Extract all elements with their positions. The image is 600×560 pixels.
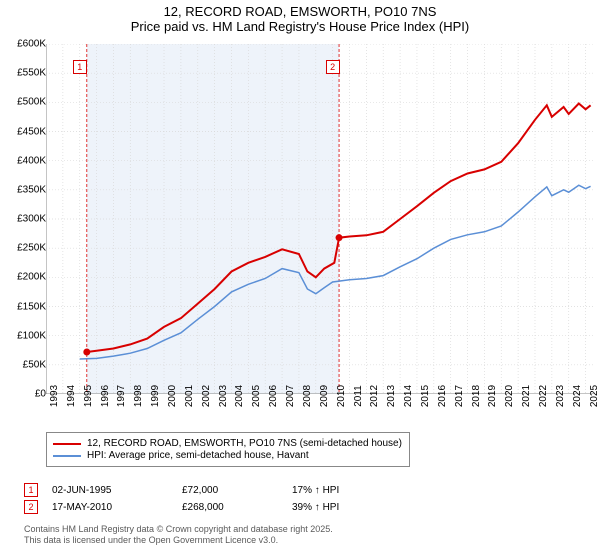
- line-chart: [46, 44, 594, 394]
- title-line-2: Price paid vs. HM Land Registry's House …: [0, 19, 600, 34]
- title-line-1: 12, RECORD ROAD, EMSWORTH, PO10 7NS: [0, 4, 600, 19]
- sale-price: £268,000: [182, 502, 292, 513]
- y-tick-label: £550K: [6, 68, 46, 79]
- sale-marker-icon: 1: [24, 483, 38, 497]
- x-tick-label: 2002: [201, 385, 212, 407]
- legend-swatch: [53, 455, 81, 457]
- sale-pct: 17% ↑ HPI: [292, 485, 392, 496]
- footer-line-2: This data is licensed under the Open Gov…: [24, 535, 333, 546]
- x-tick-label: 2010: [336, 385, 347, 407]
- sales-table: 1 02-JUN-1995 £72,000 17% ↑ HPI 2 17-MAY…: [24, 480, 392, 517]
- x-tick-label: 2012: [369, 385, 380, 407]
- x-tick-label: 2025: [589, 385, 600, 407]
- legend-swatch: [53, 443, 81, 445]
- chart-container: 12, RECORD ROAD, EMSWORTH, PO10 7NS Pric…: [0, 0, 600, 560]
- x-tick-label: 2013: [386, 385, 397, 407]
- y-tick-label: £50K: [6, 359, 46, 370]
- legend-item: 12, RECORD ROAD, EMSWORTH, PO10 7NS (sem…: [53, 438, 403, 449]
- x-tick-label: 2021: [521, 385, 532, 407]
- y-tick-label: £100K: [6, 330, 46, 341]
- x-tick-label: 2009: [319, 385, 330, 407]
- y-tick-label: £200K: [6, 272, 46, 283]
- x-tick-label: 2008: [302, 385, 313, 407]
- sale-pct: 39% ↑ HPI: [292, 502, 392, 513]
- x-tick-label: 2019: [487, 385, 498, 407]
- x-tick-label: 1997: [116, 385, 127, 407]
- x-tick-label: 2020: [504, 385, 515, 407]
- x-tick-label: 2015: [420, 385, 431, 407]
- x-tick-label: 2011: [353, 385, 364, 407]
- sale-marker-icon: 2: [24, 500, 38, 514]
- x-tick-label: 2006: [268, 385, 279, 407]
- sale-row: 2 17-MAY-2010 £268,000 39% ↑ HPI: [24, 500, 392, 514]
- sale-price: £72,000: [182, 485, 292, 496]
- x-tick-label: 2014: [403, 385, 414, 407]
- x-tick-label: 2016: [437, 385, 448, 407]
- x-tick-label: 1996: [100, 385, 111, 407]
- legend: 12, RECORD ROAD, EMSWORTH, PO10 7NS (sem…: [46, 432, 410, 467]
- x-tick-label: 2005: [251, 385, 262, 407]
- chart-sale-marker: 1: [73, 60, 87, 74]
- sale-date: 17-MAY-2010: [52, 502, 182, 513]
- x-tick-label: 2000: [167, 385, 178, 407]
- x-tick-label: 1993: [49, 385, 60, 407]
- x-tick-label: 2007: [285, 385, 296, 407]
- x-tick-label: 1994: [66, 385, 77, 407]
- y-tick-label: £500K: [6, 97, 46, 108]
- y-tick-label: £350K: [6, 184, 46, 195]
- chart-area: [46, 44, 594, 394]
- chart-sale-marker: 2: [326, 60, 340, 74]
- y-tick-label: £450K: [6, 126, 46, 137]
- x-tick-label: 2017: [454, 385, 465, 407]
- x-tick-label: 1998: [133, 385, 144, 407]
- x-tick-label: 2018: [471, 385, 482, 407]
- sale-row: 1 02-JUN-1995 £72,000 17% ↑ HPI: [24, 483, 392, 497]
- x-tick-label: 2022: [538, 385, 549, 407]
- x-tick-label: 2023: [555, 385, 566, 407]
- x-tick-label: 2001: [184, 385, 195, 407]
- x-tick-label: 1995: [83, 385, 94, 407]
- x-tick-label: 1999: [150, 385, 161, 407]
- y-tick-label: £400K: [6, 155, 46, 166]
- sale-date: 02-JUN-1995: [52, 485, 182, 496]
- x-tick-label: 2003: [218, 385, 229, 407]
- title-block: 12, RECORD ROAD, EMSWORTH, PO10 7NS Pric…: [0, 0, 600, 34]
- legend-label: HPI: Average price, semi-detached house,…: [87, 450, 309, 461]
- x-tick-label: 2024: [572, 385, 583, 407]
- legend-label: 12, RECORD ROAD, EMSWORTH, PO10 7NS (sem…: [87, 438, 402, 449]
- y-tick-label: £0: [6, 389, 46, 400]
- x-tick-label: 2004: [234, 385, 245, 407]
- legend-item: HPI: Average price, semi-detached house,…: [53, 450, 403, 461]
- y-tick-label: £600K: [6, 39, 46, 50]
- footer-line-1: Contains HM Land Registry data © Crown c…: [24, 524, 333, 535]
- y-tick-label: £150K: [6, 301, 46, 312]
- footer: Contains HM Land Registry data © Crown c…: [24, 524, 333, 546]
- y-tick-label: £300K: [6, 214, 46, 225]
- y-tick-label: £250K: [6, 243, 46, 254]
